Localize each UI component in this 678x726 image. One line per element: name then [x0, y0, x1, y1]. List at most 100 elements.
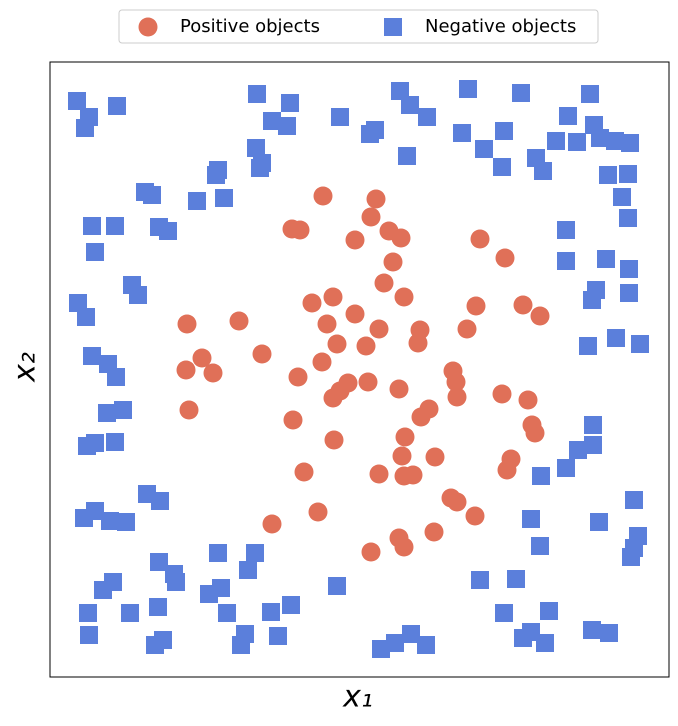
point — [248, 85, 266, 103]
point — [447, 492, 467, 512]
point — [106, 433, 124, 451]
point — [513, 295, 533, 315]
point — [79, 604, 97, 622]
legend-label: Negative objects — [425, 16, 576, 37]
point — [282, 596, 300, 614]
point — [281, 94, 299, 112]
point — [584, 436, 602, 454]
point — [269, 627, 287, 645]
point — [394, 537, 414, 557]
point — [540, 602, 558, 620]
point — [356, 336, 376, 356]
point — [262, 603, 280, 621]
point — [107, 368, 125, 386]
point — [492, 384, 512, 404]
point — [475, 140, 493, 158]
point — [512, 84, 530, 102]
point — [619, 165, 637, 183]
point — [403, 465, 423, 485]
point — [581, 85, 599, 103]
point — [591, 129, 609, 147]
point — [453, 124, 471, 142]
point — [69, 294, 87, 312]
point — [425, 447, 445, 467]
point — [324, 430, 344, 450]
point — [507, 570, 525, 588]
point — [493, 158, 511, 176]
point — [619, 209, 637, 227]
point — [143, 186, 161, 204]
point — [402, 625, 420, 643]
point — [114, 401, 132, 419]
point — [557, 459, 575, 477]
point — [83, 217, 101, 235]
point — [288, 367, 308, 387]
point — [471, 571, 489, 589]
point — [358, 372, 378, 392]
point — [218, 604, 236, 622]
point — [547, 132, 565, 150]
y-axis-label: x₂ — [8, 352, 43, 383]
point — [345, 230, 365, 250]
point — [263, 112, 281, 130]
point — [283, 410, 303, 430]
point — [557, 252, 575, 270]
point — [625, 491, 643, 509]
point — [536, 634, 554, 652]
legend-marker — [384, 18, 402, 36]
point — [631, 335, 649, 353]
point — [599, 166, 617, 184]
point — [391, 228, 411, 248]
point — [177, 314, 197, 334]
legend-marker — [138, 17, 158, 37]
point — [532, 467, 550, 485]
point — [621, 134, 639, 152]
point — [323, 388, 343, 408]
point — [246, 544, 264, 562]
point — [86, 434, 104, 452]
point — [559, 107, 577, 125]
point — [620, 284, 638, 302]
point — [600, 624, 618, 642]
point — [466, 296, 486, 316]
point — [192, 348, 212, 368]
point — [495, 604, 513, 622]
point — [86, 502, 104, 520]
point — [251, 159, 269, 177]
point — [146, 636, 164, 654]
point — [361, 207, 381, 227]
point — [369, 464, 389, 484]
point — [302, 293, 322, 313]
point — [418, 108, 436, 126]
point — [331, 108, 349, 126]
point — [622, 548, 640, 566]
point — [579, 337, 597, 355]
point — [290, 220, 310, 240]
point — [446, 372, 466, 392]
legend-box — [118, 9, 599, 44]
point — [391, 82, 409, 100]
point — [129, 286, 147, 304]
point — [328, 577, 346, 595]
point — [495, 248, 515, 268]
point — [323, 287, 343, 307]
point — [470, 229, 490, 249]
point — [94, 581, 112, 599]
point — [613, 188, 631, 206]
point — [80, 626, 98, 644]
point — [531, 537, 549, 555]
point — [159, 222, 177, 240]
point — [374, 273, 394, 293]
point — [607, 329, 625, 347]
point — [232, 636, 250, 654]
point — [424, 522, 444, 542]
plot-frame — [49, 61, 670, 678]
point — [278, 117, 296, 135]
point — [247, 139, 265, 157]
point — [150, 553, 168, 571]
point — [83, 347, 101, 365]
x-axis-label: x₁ — [342, 680, 373, 715]
point — [389, 379, 409, 399]
point — [557, 221, 575, 239]
point — [411, 407, 431, 427]
